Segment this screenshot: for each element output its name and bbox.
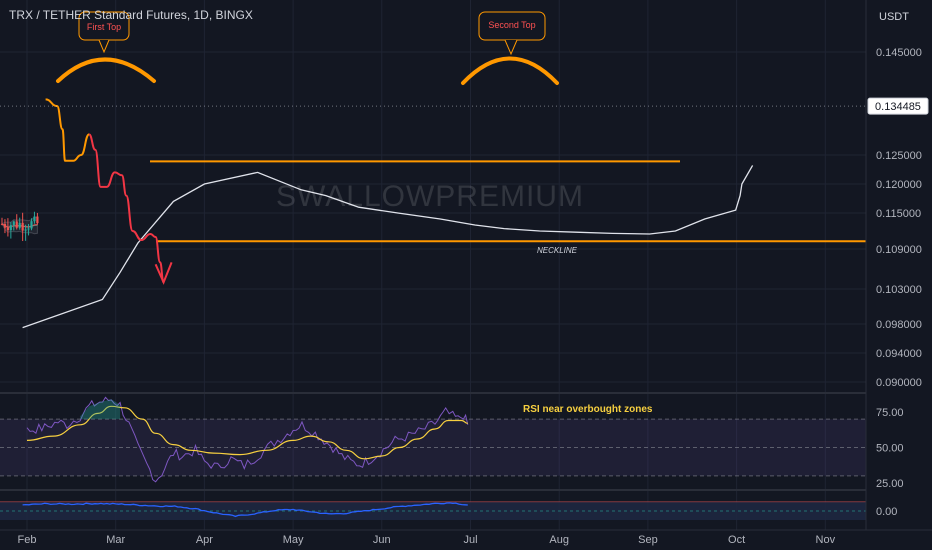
oscillator-tick-labels: 0.00 [876,506,897,518]
ma-slow-line [22,165,754,329]
price-tick-label: 0.120000 [876,179,922,191]
first-top-label: First Top [87,22,121,32]
candle-body [36,216,39,224]
second-top-arc [461,56,559,85]
price-tick-labels: 0.145000 0.125000 0.120000 0.115000 0.109000… [876,47,922,389]
price-axis[interactable]: USDT 0.1450000.1250000.1200000.1150000.1… [865,0,932,550]
candle-body [21,222,24,231]
candle-body [27,228,30,230]
price-tick-label: 0.103000 [876,284,922,296]
rsi-level-lines [0,418,866,477]
first-top-callout-pointer [98,39,110,54]
candle-body [0,223,4,225]
time-tick-label: Jul [463,534,477,546]
forecast-orange-path [45,98,90,162]
time-tick-label: Nov [816,534,836,546]
rsi-tick-label: 25.00 [876,478,904,490]
time-tick-label: Apr [196,534,213,546]
time-tick-label: Feb [18,534,37,546]
forecast-arrow-head [154,261,173,285]
rsi-pane[interactable]: RSI near overbought zones [0,396,866,483]
oscillator-pane[interactable] [0,501,866,520]
forecast-red-path [88,133,165,284]
time-tick-labels: Feb Mar Apr May Jun Jul Aug Sep Oct Nov [18,534,836,546]
price-tick-label: 0.090000 [876,377,922,389]
candle-body [6,227,9,231]
price-pane[interactable]: SWALLOWPREMIUM First Top Second Top NECK… [0,11,866,329]
candle-body [33,216,36,222]
price-tick-label: 0.094000 [876,348,922,360]
time-axis[interactable]: Feb Mar Apr May Jun Jul Aug Sep Oct Nov [0,529,932,546]
price-axis-background [866,0,932,550]
watermark: SWALLOWPREMIUM [276,180,584,213]
rsi-line [26,396,469,483]
oscillator-tick-label: 0.00 [876,506,897,518]
rsi-tick-labels: 75.00 50.00 25.00 [876,407,904,490]
support-levels[interactable] [101,160,866,243]
candle-body [15,221,18,228]
candle-body [18,222,21,228]
time-tick-label: May [283,534,304,546]
price-tick-label: 0.125000 [876,150,922,162]
price-tick-label: 0.145000 [876,47,922,59]
candle-body [12,221,15,226]
oscillator-line [22,502,468,518]
rsi-tick-label: 50.00 [876,442,904,454]
price-tick-label: 0.115000 [876,208,921,220]
price-tick-label: 0.109000 [876,244,922,256]
grid-lines [0,0,866,530]
time-tick-label: Oct [728,534,745,546]
second-top-label: Second Top [488,20,535,30]
last-price-label: 0.134485 [875,101,921,113]
rsi-overbought-fill [80,399,121,420]
candle-body [3,223,7,228]
neckline-label: NECKLINE [537,246,578,255]
second-top-callout-pointer [504,39,518,56]
first-top-arc [56,57,156,83]
price-tick-label: 0.098000 [876,319,922,331]
last-price-badge [867,97,929,115]
rsi-annotation: RSI near overbought zones [523,404,653,415]
candle-body [30,221,33,229]
time-tick-label: Mar [106,534,125,546]
currency-label[interactable]: USDT [879,11,909,23]
candle-body [9,225,12,231]
candlestick-series [0,211,39,242]
rsi-tick-label: 75.00 [876,407,904,419]
time-tick-label: Sep [638,534,658,546]
rsi-moving-average [26,405,468,460]
forecast-path [45,98,173,285]
candle-body [24,229,27,231]
symbol-title: TRX / TETHER Standard Futures, 1D, BINGX [9,8,253,22]
time-tick-label: Jun [373,534,391,546]
time-tick-label: Aug [549,534,569,546]
